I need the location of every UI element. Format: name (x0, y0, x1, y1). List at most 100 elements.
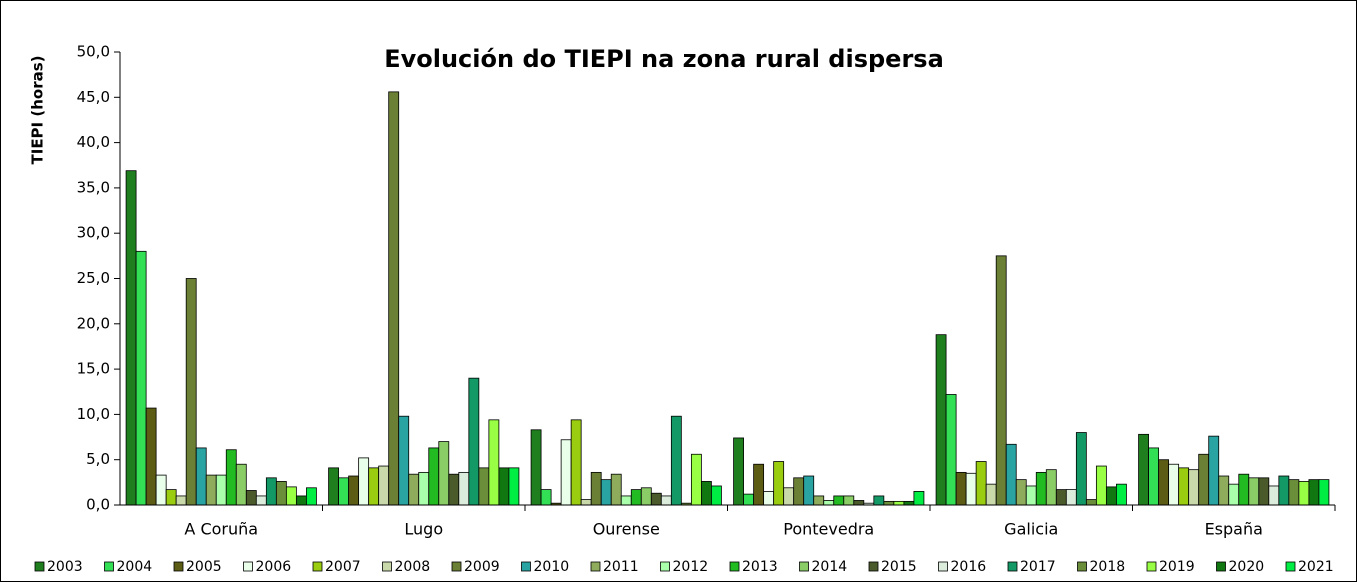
bar (135, 250, 147, 506)
bar (853, 500, 865, 506)
bar (1278, 475, 1290, 506)
bar (1085, 499, 1097, 506)
x-tick-label: Lugo (404, 520, 443, 539)
legend-swatch (1216, 561, 1226, 572)
bar (1308, 479, 1320, 506)
bar (540, 489, 552, 506)
bar (803, 475, 815, 506)
bar (468, 377, 480, 506)
y-tick-label: 50,0 (77, 43, 110, 61)
legend-label: 2012 (673, 559, 709, 575)
legend-swatch (173, 561, 184, 572)
y-tick-label: 30,0 (77, 224, 110, 242)
bar (498, 467, 510, 506)
bar (975, 461, 987, 506)
bar (1198, 453, 1210, 506)
bar (783, 487, 795, 506)
legend-swatch (799, 561, 809, 572)
bar (348, 475, 360, 506)
legend-label: 2020 (1229, 559, 1265, 575)
y-tick-label: 20,0 (77, 314, 110, 332)
bar (570, 419, 582, 506)
bar (700, 481, 712, 506)
bar (328, 467, 339, 506)
bar (1218, 475, 1230, 506)
bar (813, 495, 825, 506)
bar (358, 457, 370, 506)
legend-swatch (660, 561, 670, 572)
bar (285, 486, 297, 506)
bar (640, 487, 652, 506)
bar (903, 500, 915, 506)
bar (600, 479, 612, 506)
bar (418, 471, 430, 506)
bar (488, 419, 500, 506)
bar (1075, 432, 1087, 506)
bar (165, 489, 177, 506)
legend-label: 2015 (881, 559, 917, 575)
legend-swatch (312, 561, 323, 572)
bar (1055, 489, 1067, 506)
bar (1248, 477, 1260, 506)
legend-swatch (868, 561, 879, 572)
bar (275, 481, 287, 506)
bar (1065, 489, 1077, 506)
legend-label: 2021 (1298, 559, 1334, 575)
bar (448, 473, 460, 506)
legend-swatch (590, 561, 601, 572)
bar (255, 495, 267, 506)
bar (660, 495, 672, 506)
bar (1015, 479, 1027, 506)
bar (1148, 447, 1160, 506)
y-tick-label: 25,0 (77, 269, 110, 287)
bar (753, 463, 765, 506)
bar (945, 394, 957, 506)
bar (590, 471, 602, 506)
bar (670, 415, 682, 506)
bar (1268, 485, 1280, 506)
legend-label: 2004 (117, 559, 153, 575)
bar (125, 170, 137, 506)
bar (743, 493, 755, 506)
bar (883, 500, 895, 506)
bar (185, 278, 197, 506)
y-tick-label: 35,0 (77, 178, 110, 196)
bar (295, 495, 307, 506)
bar (1045, 469, 1057, 506)
y-tick-label: 0,0 (86, 496, 110, 514)
bar (1035, 471, 1047, 506)
bar (508, 467, 520, 506)
legend-swatch (729, 561, 740, 572)
bar (1138, 433, 1149, 506)
bar (428, 447, 440, 506)
y-tick-label: 40,0 (77, 133, 110, 151)
legend-swatch (1146, 561, 1157, 572)
bar (955, 471, 967, 506)
bar (1005, 443, 1017, 506)
bar (1258, 477, 1270, 506)
y-tick-label: 15,0 (77, 360, 110, 378)
bar (378, 465, 390, 506)
bar (1178, 467, 1190, 506)
x-tick-label: Ourense (593, 520, 660, 539)
bar (245, 490, 257, 506)
bar (650, 492, 662, 506)
legend-label: 2010 (534, 559, 570, 575)
bar (733, 437, 744, 506)
legend-label: 2003 (47, 559, 83, 575)
legend-label: 2018 (1090, 559, 1126, 575)
x-tick-label: A Coruña (184, 520, 258, 539)
bar (873, 495, 885, 506)
bar (458, 471, 470, 506)
legend-swatch (451, 561, 462, 572)
y-tick-label: 45,0 (77, 88, 110, 106)
bar (1025, 485, 1037, 506)
bar (773, 461, 785, 506)
legend-label: 2016 (951, 559, 987, 575)
legend-label: 2013 (742, 559, 778, 575)
bar (1095, 465, 1107, 506)
bar (438, 441, 450, 506)
bar (1188, 469, 1200, 506)
